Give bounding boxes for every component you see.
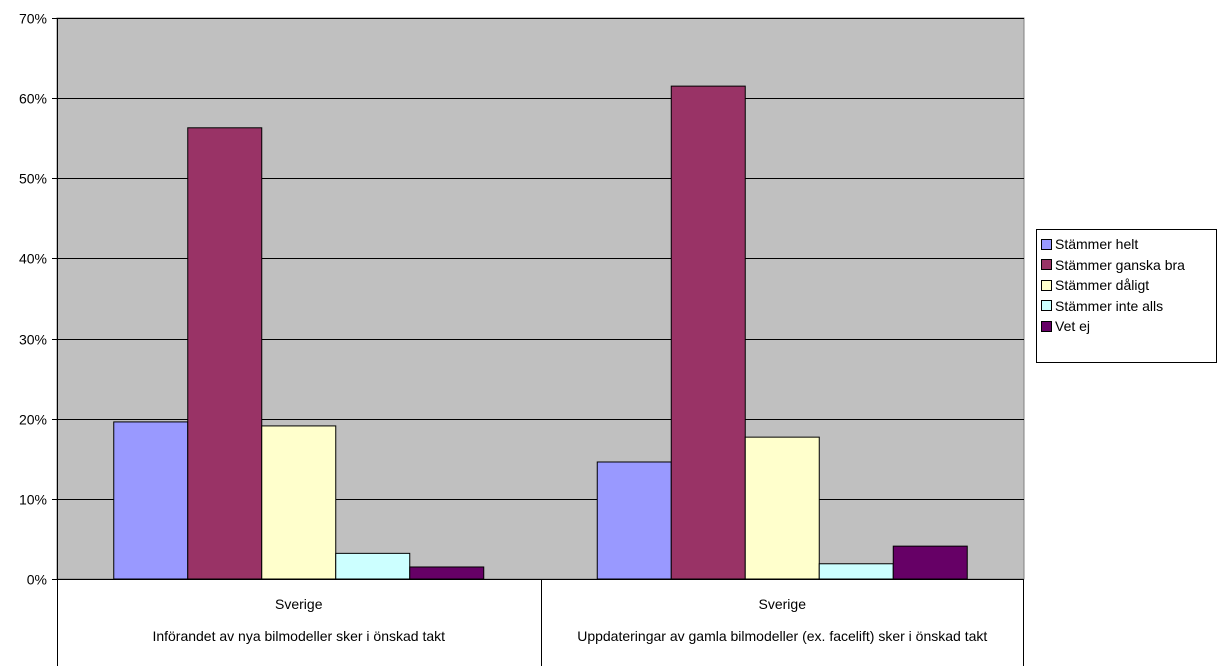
bar	[818, 563, 894, 580]
legend-item: Stämmer helt	[1041, 234, 1216, 255]
bar	[670, 85, 746, 580]
bar	[892, 545, 968, 580]
category-label-outer: Sverige	[759, 596, 807, 612]
legend-label: Vet ej	[1055, 318, 1091, 335]
y-tick-label: 10%	[19, 492, 47, 508]
legend-item: Stämmer ganska bra	[1041, 255, 1216, 276]
legend-swatch	[1041, 259, 1052, 271]
category-label-outer: Sverige	[275, 596, 323, 612]
category-label-inner: Uppdateringar av gamla bilmodeller (ex. …	[577, 628, 987, 644]
bar	[113, 421, 189, 580]
legend-swatch	[1041, 238, 1052, 250]
y-tick-label: 0%	[27, 572, 47, 588]
legend-label: Stämmer helt	[1055, 236, 1139, 253]
bar	[261, 425, 337, 580]
bar	[596, 461, 672, 580]
bar	[335, 552, 411, 580]
legend-swatch	[1041, 279, 1052, 291]
y-tick-label: 50%	[19, 171, 47, 187]
legend-item: Stämmer dåligt	[1041, 275, 1216, 296]
legend-label: Stämmer dåligt	[1055, 277, 1150, 294]
legend-swatch	[1041, 320, 1052, 332]
legend-label: Stämmer ganska bra	[1055, 256, 1185, 273]
bar	[409, 566, 485, 580]
y-tick-label: 60%	[19, 91, 47, 107]
y-tick-label: 30%	[19, 332, 47, 348]
legend-item: Vet ej	[1041, 316, 1216, 337]
bar	[187, 127, 263, 580]
bar	[744, 436, 820, 580]
legend-swatch	[1041, 300, 1052, 312]
legend-label: Stämmer inte alls	[1055, 297, 1164, 314]
legend: Stämmer helt Stämmer ganska bra Stämmer då…	[1036, 229, 1217, 363]
y-tick-label: 40%	[19, 251, 47, 267]
y-tick-label: 70%	[19, 11, 47, 27]
y-tick-label: 20%	[19, 412, 47, 428]
category-label-inner: Införandet av nya bilmodeller sker i öns…	[152, 628, 445, 644]
legend-item: Stämmer inte alls	[1041, 296, 1216, 317]
